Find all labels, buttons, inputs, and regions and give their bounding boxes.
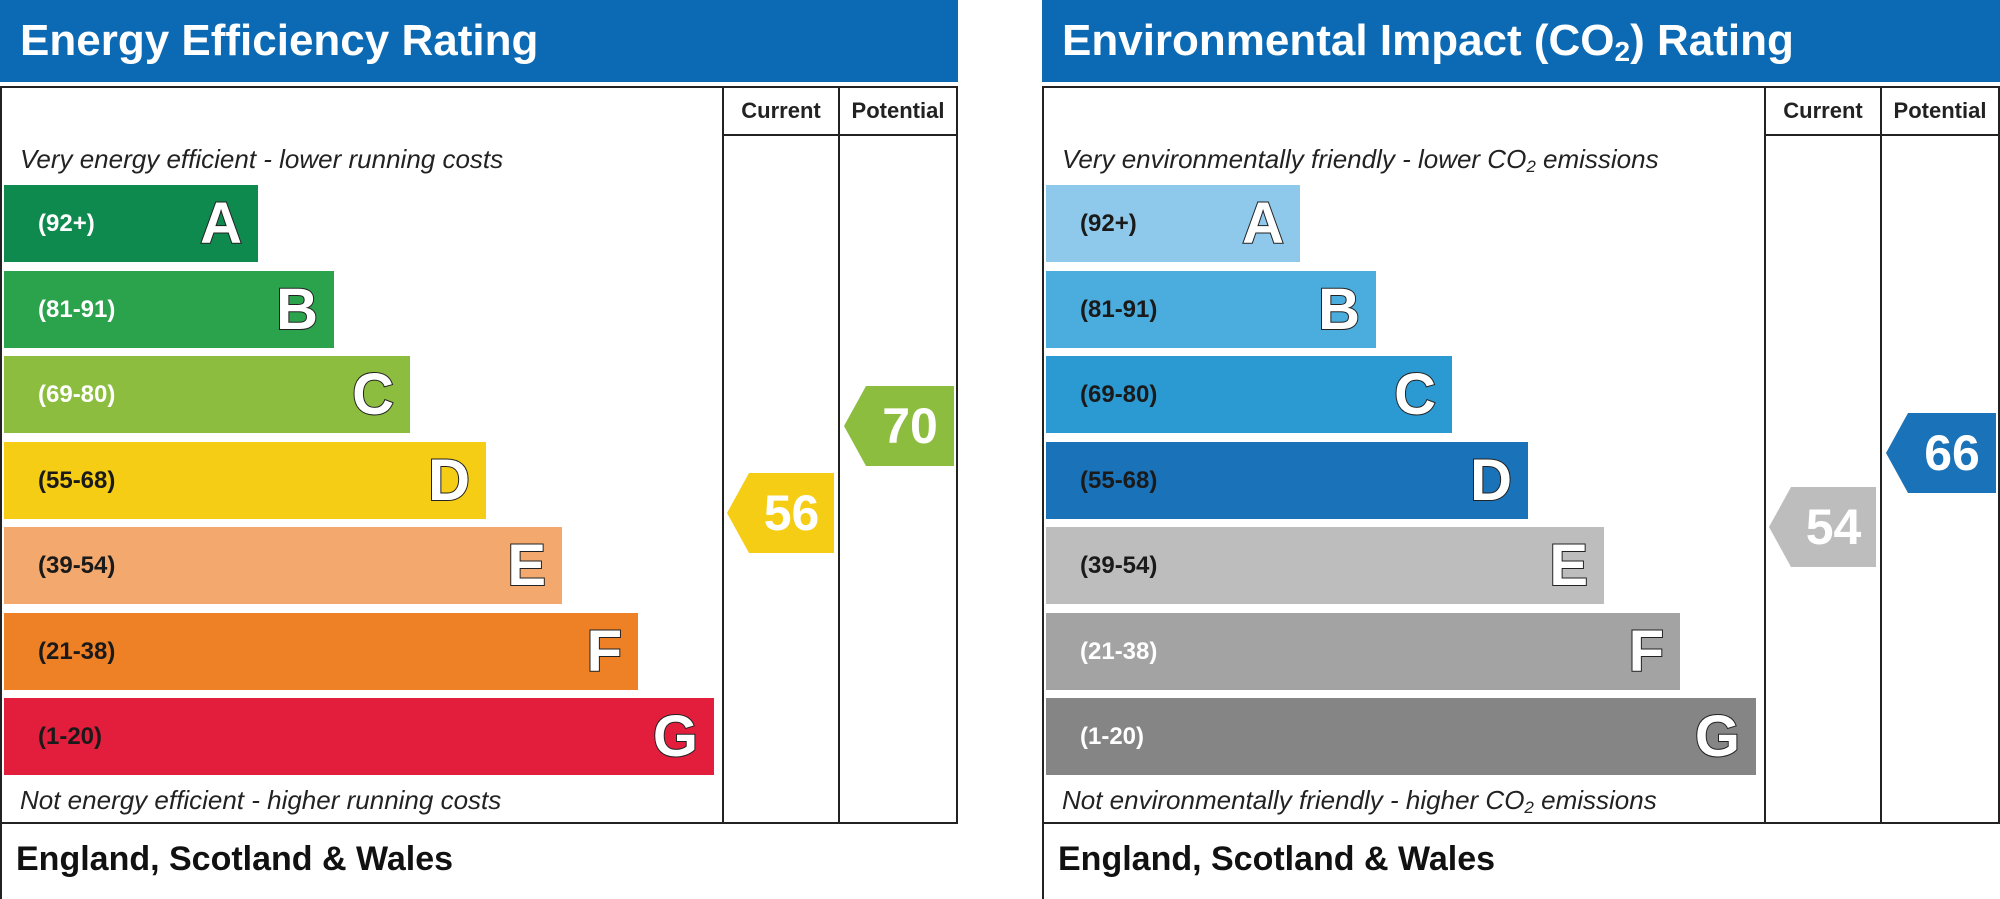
caption-part: emissions bbox=[1533, 785, 1657, 815]
rating-bar-f: (21-38) F bbox=[1046, 613, 1680, 690]
environmental-impact-chart: Environmental Impact (CO2) Rating Curren… bbox=[1042, 0, 2000, 899]
column-header-current: Current bbox=[741, 98, 821, 123]
caption-part: emissions bbox=[1535, 144, 1659, 174]
rating-bar-d: (55-68) D bbox=[1046, 442, 1528, 519]
potential-rating-arrow: 66 bbox=[1886, 413, 1996, 493]
caption-bottom: Not energy efficient - higher running co… bbox=[20, 785, 502, 815]
column-header-potential: Potential bbox=[851, 98, 945, 123]
rating-range-label: (81-91) bbox=[1080, 296, 1158, 323]
rating-letter: E bbox=[506, 532, 547, 599]
rating-letter: A bbox=[199, 190, 243, 257]
caption-part: Very environmentally friendly - lower CO bbox=[1062, 144, 1527, 174]
caption-subscript: 2 bbox=[1526, 157, 1536, 176]
rating-letter: C bbox=[1393, 361, 1437, 428]
energy-efficiency-chart: Energy Efficiency Rating Current Potenti… bbox=[0, 0, 958, 899]
column-header-current: Current bbox=[1783, 98, 1863, 123]
rating-bar-a: (92+) A bbox=[4, 185, 258, 262]
rating-bar-g: (1-20) G bbox=[4, 698, 714, 775]
title-part: ) Rating bbox=[1630, 16, 1794, 65]
caption-top: Very energy efficient - lower running co… bbox=[20, 144, 504, 174]
rating-letter: D bbox=[427, 447, 471, 514]
current-rating-value: 54 bbox=[1805, 499, 1862, 555]
rating-letter: B bbox=[275, 276, 319, 343]
divider bbox=[838, 88, 840, 822]
rating-range-label: (92+) bbox=[38, 210, 95, 237]
rating-range-label: (69-80) bbox=[38, 381, 116, 408]
rating-range-label: (39-54) bbox=[38, 552, 116, 579]
rating-range-label: (21-38) bbox=[1080, 638, 1158, 665]
header-divider bbox=[1764, 134, 2000, 136]
divider bbox=[722, 88, 724, 822]
rating-range-label: (1-20) bbox=[38, 723, 103, 750]
rating-bar-c: (69-80) C bbox=[1046, 356, 1452, 433]
rating-letter: B bbox=[1317, 276, 1361, 343]
region-footer: England, Scotland & Wales bbox=[1042, 824, 1718, 899]
rating-bar-b: (81-91) B bbox=[4, 271, 334, 348]
rating-bar-b: (81-91) B bbox=[1046, 271, 1376, 348]
rating-letter: G bbox=[652, 703, 699, 770]
divider bbox=[1764, 88, 1766, 822]
rating-range-label: (92+) bbox=[1080, 210, 1137, 237]
rating-letter: F bbox=[1628, 618, 1665, 685]
rating-letter: C bbox=[351, 361, 395, 428]
rating-bar-f: (21-38) F bbox=[4, 613, 638, 690]
rating-bar-e: (39-54) E bbox=[4, 527, 562, 604]
header-divider bbox=[722, 134, 958, 136]
current-rating-arrow: 56 bbox=[727, 473, 834, 553]
rating-range-label: (21-38) bbox=[38, 638, 116, 665]
rating-range-label: (55-68) bbox=[38, 467, 116, 494]
potential-rating-value: 70 bbox=[882, 398, 938, 454]
caption-subscript: 2 bbox=[1524, 798, 1534, 817]
rating-bar-e: (39-54) E bbox=[1046, 527, 1604, 604]
rating-bar-a: (92+) A bbox=[1046, 185, 1300, 262]
potential-rating-value: 66 bbox=[1924, 425, 1980, 481]
rating-letter: D bbox=[1469, 447, 1513, 514]
rating-range-label: (55-68) bbox=[1080, 467, 1158, 494]
caption-top: Very environmentally friendly - lower CO… bbox=[1062, 144, 1659, 175]
caption-part: Not environmentally friendly - higher CO bbox=[1062, 785, 1525, 815]
divider bbox=[1880, 88, 1882, 822]
rating-letter: A bbox=[1241, 190, 1285, 257]
column-header-potential: Potential bbox=[1893, 98, 1987, 123]
rating-range-label: (39-54) bbox=[1080, 552, 1158, 579]
caption-bottom: Not environmentally friendly - higher CO… bbox=[1062, 785, 1657, 816]
region-footer: England, Scotland & Wales bbox=[0, 824, 676, 899]
rating-bar-c: (69-80) C bbox=[4, 356, 410, 433]
current-rating-value: 56 bbox=[763, 485, 820, 541]
rating-range-label: (1-20) bbox=[1080, 723, 1145, 750]
current-rating-arrow: 54 bbox=[1769, 487, 1876, 567]
rating-bar-g: (1-20) G bbox=[1046, 698, 1756, 775]
chart-title: Environmental Impact (CO2) Rating bbox=[1042, 0, 2000, 82]
rating-range-label: (69-80) bbox=[1080, 381, 1158, 408]
rating-bar-d: (55-68) D bbox=[4, 442, 486, 519]
chart-title: Energy Efficiency Rating bbox=[0, 0, 958, 82]
rating-letter: G bbox=[1694, 703, 1741, 770]
rating-letter: E bbox=[1548, 532, 1589, 599]
potential-rating-arrow: 70 bbox=[844, 386, 954, 466]
rating-letter: F bbox=[586, 618, 623, 685]
rating-range-label: (81-91) bbox=[38, 296, 116, 323]
title-subscript: 2 bbox=[1614, 36, 1631, 67]
title-part: Environmental Impact (CO bbox=[1062, 16, 1615, 65]
